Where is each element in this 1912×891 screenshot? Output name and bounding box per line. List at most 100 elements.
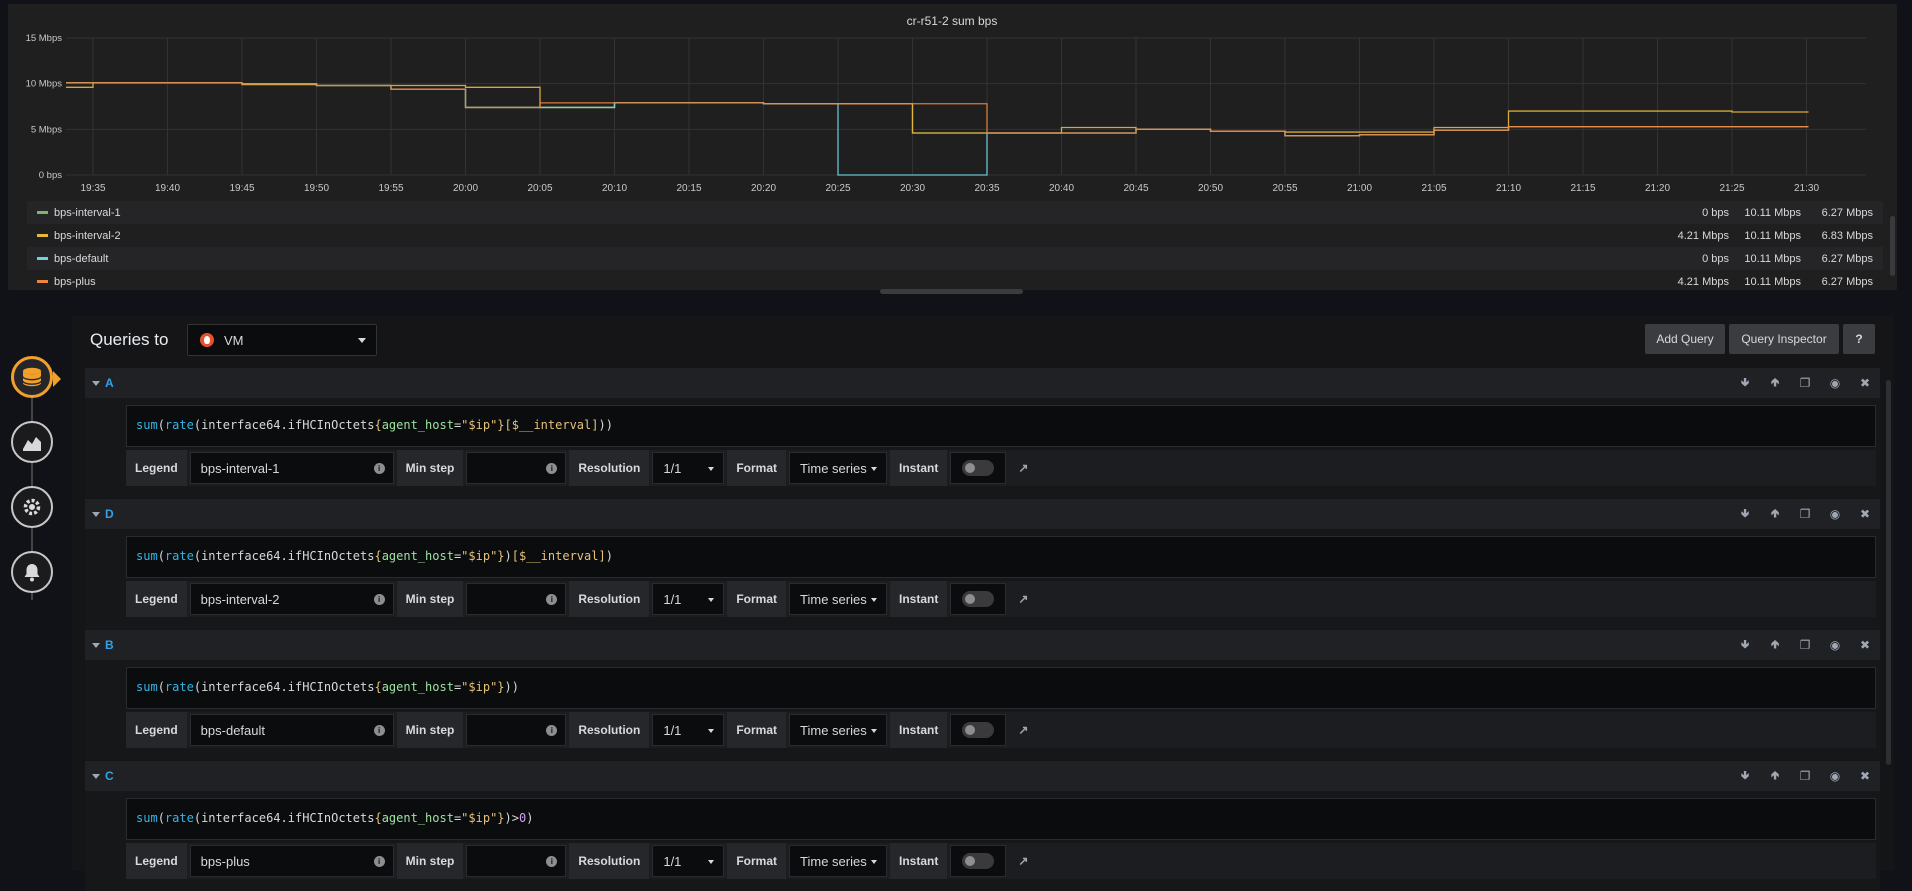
query-header[interactable]: D 🢃 🢁 ❐ ◉ ✖ — [85, 499, 1880, 529]
resolution-select[interactable]: 1/1 — [652, 583, 725, 615]
query-expression-input[interactable]: sum(rate(interface64.ifHCInOctets{agent_… — [126, 536, 1876, 578]
legend-input[interactable]: bps-interval-1 i — [189, 452, 394, 484]
datasource-picker[interactable]: VM — [187, 324, 377, 356]
panel-resize-handle[interactable] — [880, 289, 1023, 294]
eye-icon[interactable]: ◉ — [1829, 638, 1841, 652]
info-icon[interactable]: i — [373, 463, 385, 474]
instant-toggle[interactable] — [962, 460, 995, 476]
trash-icon[interactable]: ✖ — [1859, 769, 1871, 783]
info-icon[interactable]: i — [546, 594, 558, 605]
instant-toggle[interactable] — [962, 853, 995, 869]
info-icon[interactable]: i — [373, 725, 385, 736]
legend-scrollbar[interactable] — [1890, 216, 1895, 276]
code-token: { — [374, 549, 382, 563]
external-link-icon[interactable]: ↗ — [1009, 581, 1038, 617]
legend-item[interactable]: bps-default 0 bps 10.11 Mbps 6.27 Mbps — [27, 247, 1883, 270]
collapse-caret-icon[interactable] — [92, 774, 100, 779]
copy-icon[interactable]: ❐ — [1799, 376, 1811, 390]
query-expression-input[interactable]: sum(rate(interface64.ifHCInOctets{agent_… — [126, 667, 1876, 709]
format-select[interactable]: Time series — [789, 714, 888, 746]
instant-toggle[interactable] — [962, 722, 995, 738]
series-line — [66, 82, 1809, 134]
format-select[interactable]: Time series — [789, 583, 888, 615]
format-select[interactable]: Time series — [789, 845, 888, 877]
arrow-down-icon[interactable]: 🢃 — [1740, 767, 1750, 782]
arrow-down-icon[interactable]: 🢃 — [1740, 636, 1750, 651]
legend-input[interactable]: bps-interval-2 i — [189, 583, 394, 615]
eye-icon[interactable]: ◉ — [1829, 376, 1841, 390]
external-link-icon[interactable]: ↗ — [1009, 712, 1038, 748]
legend-input[interactable]: bps-default i — [189, 714, 394, 746]
arrow-up-icon[interactable]: 🢁 — [1770, 636, 1780, 651]
min-step-label: Min step — [396, 581, 464, 617]
visualization-tab-button[interactable] — [11, 421, 53, 463]
x-tick-label: 20:05 — [527, 183, 552, 194]
query-inspector-button[interactable]: Query Inspector — [1729, 324, 1839, 354]
trash-icon[interactable]: ✖ — [1859, 376, 1871, 390]
legend-input[interactable]: bps-plus i — [189, 845, 394, 877]
legend-item[interactable]: bps-plus 4.21 Mbps 10.11 Mbps 6.27 Mbps — [27, 270, 1883, 293]
trash-icon[interactable]: ✖ — [1859, 507, 1871, 521]
series-min: 0 bps — [1702, 206, 1729, 219]
format-value: Time series — [800, 722, 867, 738]
info-icon[interactable]: i — [546, 463, 558, 474]
series-avg: 6.27 Mbps — [1821, 252, 1873, 265]
active-tab-indicator — [53, 371, 61, 387]
add-query-button[interactable]: Add Query — [1645, 324, 1725, 354]
instant-toggle[interactable] — [962, 591, 995, 607]
min-step-input[interactable]: i — [466, 845, 567, 877]
legend-item[interactable]: bps-interval-1 0 bps 10.11 Mbps 6.27 Mbps — [27, 201, 1883, 224]
general-tab-button[interactable] — [11, 486, 53, 528]
graph-panel: cr-r51-2 sum bps 15 Mbps 10 Mbps 5 Mbps 0 bp… — [8, 4, 1897, 290]
min-step-input[interactable]: i — [466, 452, 567, 484]
copy-icon[interactable]: ❐ — [1799, 769, 1811, 783]
collapse-caret-icon[interactable] — [92, 643, 100, 648]
query-header[interactable]: C 🢃 🢁 ❐ ◉ ✖ — [85, 761, 1880, 791]
resolution-select[interactable]: 1/1 — [652, 845, 725, 877]
info-icon[interactable]: i — [373, 594, 385, 605]
legend-item[interactable]: bps-interval-2 4.21 Mbps 10.11 Mbps 6.83 Mb… — [27, 224, 1883, 247]
copy-icon[interactable]: ❐ — [1799, 638, 1811, 652]
info-icon[interactable]: i — [546, 725, 558, 736]
query-header[interactable]: B 🢃 🢁 ❐ ◉ ✖ — [85, 630, 1880, 660]
arrow-down-icon[interactable]: 🢃 — [1740, 374, 1750, 389]
series-swatch[interactable] — [37, 234, 48, 237]
series-swatch[interactable] — [37, 211, 48, 214]
min-step-input[interactable]: i — [466, 714, 567, 746]
query-expression-input[interactable]: sum(rate(interface64.ifHCInOctets{agent_… — [126, 798, 1876, 840]
instant-label: Instant — [890, 450, 948, 486]
query-header[interactable]: A 🢃 🢁 ❐ ◉ ✖ — [85, 368, 1880, 398]
editor-scrollbar[interactable] — [1886, 380, 1891, 765]
series-name[interactable]: bps-interval-1 — [54, 206, 121, 219]
help-button[interactable]: ? — [1843, 324, 1875, 354]
resolution-select[interactable]: 1/1 — [652, 714, 725, 746]
info-icon[interactable]: i — [373, 856, 385, 867]
arrow-up-icon[interactable]: 🢁 — [1770, 767, 1780, 782]
collapse-caret-icon[interactable] — [92, 512, 100, 517]
min-step-input[interactable]: i — [466, 583, 567, 615]
queries-tab-button[interactable] — [11, 356, 53, 398]
y-tick-label: 15 Mbps — [26, 33, 63, 44]
series-name[interactable]: bps-plus — [54, 275, 96, 288]
arrow-up-icon[interactable]: 🢁 — [1770, 505, 1780, 520]
copy-icon[interactable]: ❐ — [1799, 507, 1811, 521]
panel-title: cr-r51-2 sum bps — [907, 14, 998, 28]
resolution-select[interactable]: 1/1 — [652, 452, 725, 484]
alert-tab-button[interactable] — [11, 551, 53, 593]
series-name[interactable]: bps-interval-2 — [54, 229, 121, 242]
arrow-down-icon[interactable]: 🢃 — [1740, 505, 1750, 520]
external-link-icon[interactable]: ↗ — [1009, 450, 1038, 486]
info-icon[interactable]: i — [546, 856, 558, 867]
arrow-up-icon[interactable]: 🢁 — [1770, 374, 1780, 389]
eye-icon[interactable]: ◉ — [1829, 769, 1841, 783]
trash-icon[interactable]: ✖ — [1859, 638, 1871, 652]
code-token: "$ip" — [461, 418, 498, 432]
eye-icon[interactable]: ◉ — [1829, 507, 1841, 521]
series-swatch[interactable] — [37, 257, 48, 260]
series-swatch[interactable] — [37, 280, 48, 283]
series-name[interactable]: bps-default — [54, 252, 109, 265]
format-select[interactable]: Time series — [789, 452, 888, 484]
external-link-icon[interactable]: ↗ — [1009, 843, 1038, 879]
collapse-caret-icon[interactable] — [92, 381, 100, 386]
query-expression-input[interactable]: sum(rate(interface64.ifHCInOctets{agent_… — [126, 405, 1876, 447]
